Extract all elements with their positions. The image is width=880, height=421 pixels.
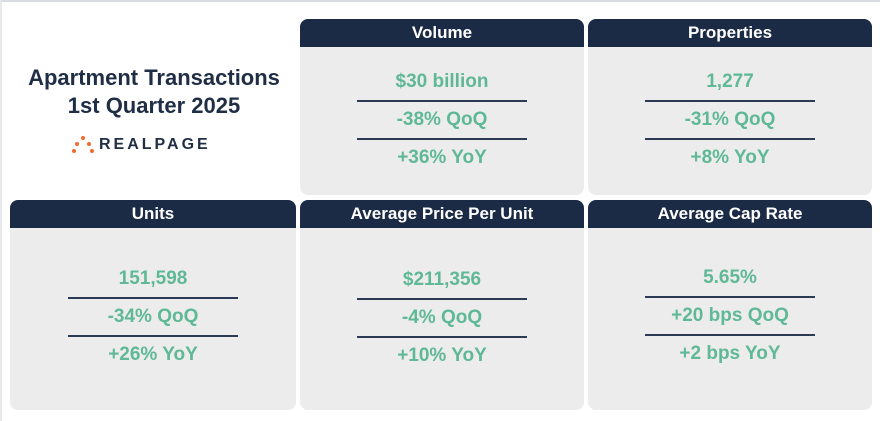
properties-qoq: -31% QoQ [645,102,815,140]
units-card: Units 151,598 -34% QoQ +26% YoY [10,200,296,410]
avg-price-card: Average Price Per Unit $211,356 -4% QoQ … [300,200,584,410]
cap-rate-card: Average Cap Rate 5.65% +20 bps QoQ +2 bp… [588,200,872,410]
units-value: 151,598 [68,261,238,299]
avg-price-yoy: +10% YoY [397,345,487,366]
units-qoq: -34% QoQ [68,299,238,337]
avg-price-qoq: -4% QoQ [357,300,527,338]
units-yoy: +26% YoY [108,344,198,365]
avg-price-value: $211,356 [357,262,527,300]
properties-card: Properties 1,277 -31% QoQ +8% YoY [588,19,872,195]
realpage-logo: REALPAGE [72,134,211,156]
avg-price-header: Average Price Per Unit [300,200,584,228]
cap-rate-qoq: +20 bps QoQ [645,298,815,336]
cap-rate-yoy: +2 bps YoY [679,343,781,364]
properties-yoy: +8% YoY [690,147,770,168]
volume-header: Volume [300,19,584,47]
title-line-1: Apartment Transactions [28,65,280,90]
properties-value: 1,277 [645,64,815,102]
top-border [0,0,880,2]
realpage-logo-text: REALPAGE [99,136,211,153]
units-header: Units [10,200,296,228]
page-title: Apartment Transactions 1st Quarter 2025 [10,64,298,120]
left-border [0,0,2,421]
properties-header: Properties [588,19,872,47]
realpage-logo-icon [72,134,94,156]
title-line-2: 1st Quarter 2025 [67,93,241,118]
cap-rate-header: Average Cap Rate [588,200,872,228]
volume-yoy: +36% YoY [397,147,487,168]
volume-card: Volume $30 billion -38% QoQ +36% YoY [300,19,584,195]
volume-value: $30 billion [357,64,527,102]
cap-rate-value: 5.65% [645,260,815,298]
volume-qoq: -38% QoQ [357,102,527,140]
